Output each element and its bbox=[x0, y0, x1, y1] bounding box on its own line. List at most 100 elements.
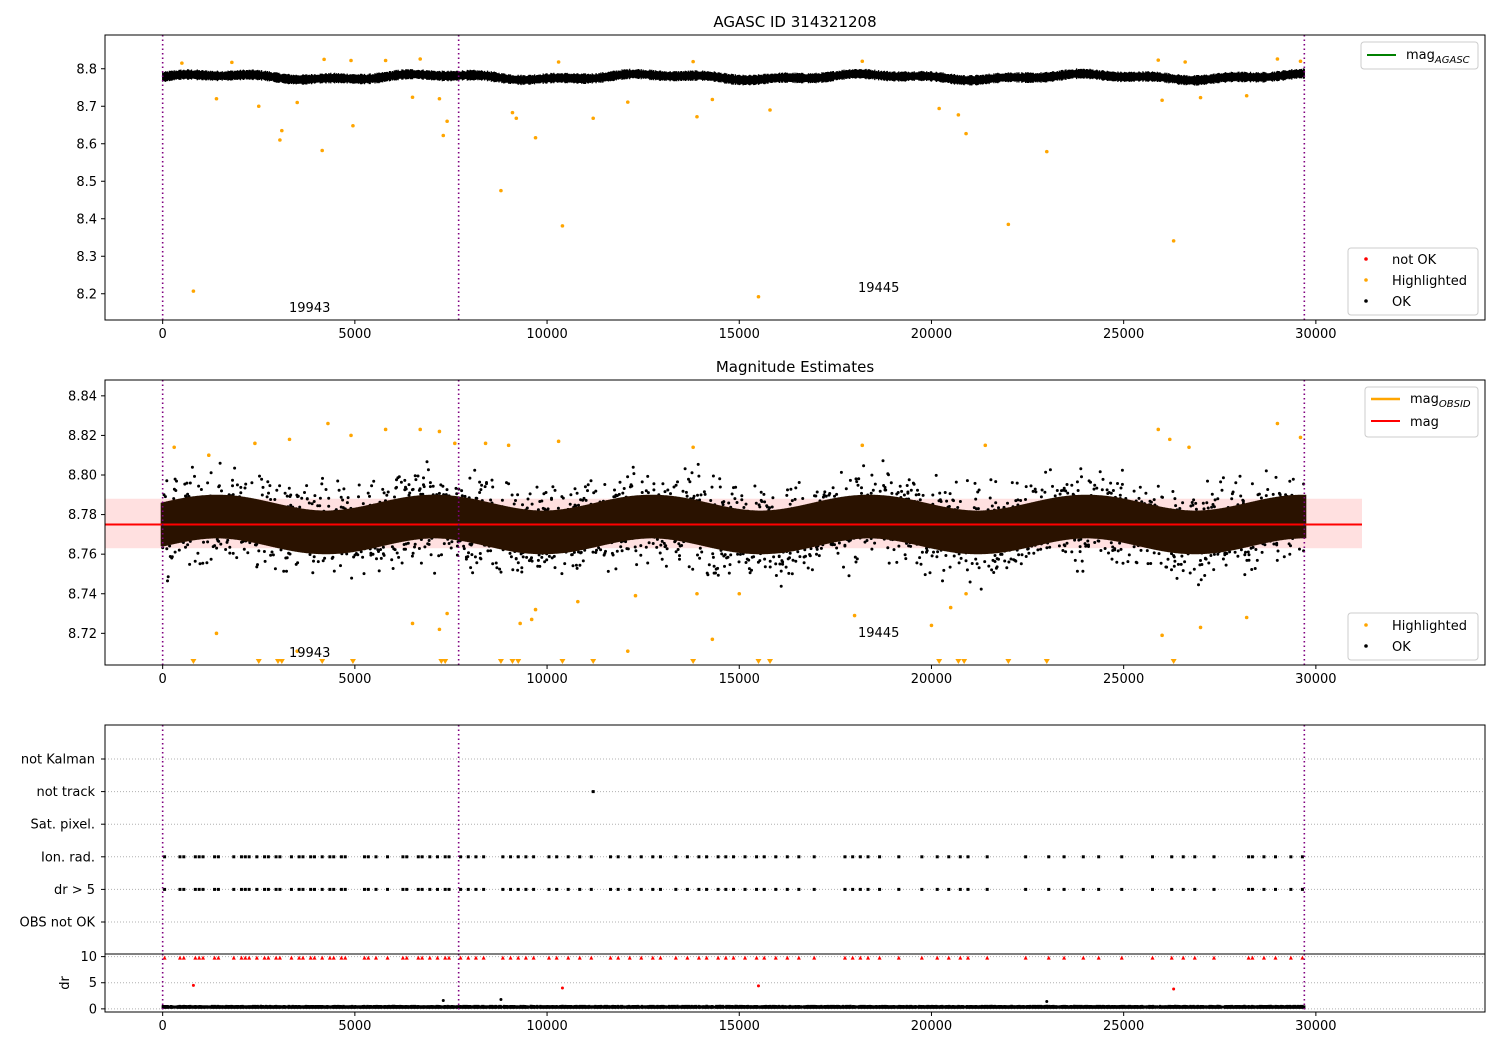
dr-capped-marker bbox=[566, 955, 571, 960]
flag-point bbox=[239, 855, 243, 859]
highlighted-point bbox=[1244, 615, 1249, 620]
offscale-marker bbox=[755, 659, 762, 664]
highlighted-point bbox=[506, 443, 511, 448]
flag-point bbox=[405, 887, 409, 891]
flag-point bbox=[182, 887, 186, 891]
highlighted-point bbox=[383, 427, 388, 432]
flag-point bbox=[1081, 887, 1085, 891]
flag-point bbox=[516, 887, 520, 891]
dr-capped-marker bbox=[1023, 955, 1028, 960]
flag-point bbox=[1247, 887, 1251, 891]
highlighted-point bbox=[518, 621, 522, 626]
dr-capped-marker bbox=[243, 955, 248, 960]
flag-category-label: dr > 5 bbox=[54, 883, 95, 898]
offscale-marker bbox=[509, 659, 516, 664]
flag-point bbox=[697, 855, 701, 859]
x-tick-label: 20000 bbox=[911, 672, 952, 687]
flag-point bbox=[362, 855, 366, 859]
dr-capped-marker bbox=[404, 955, 409, 960]
dr-capped-marker bbox=[400, 955, 405, 960]
highlighted-point bbox=[280, 128, 284, 133]
flag-point bbox=[547, 855, 551, 859]
offscale-marker bbox=[442, 659, 449, 664]
dr-capped-marker bbox=[297, 955, 302, 960]
flag-point bbox=[716, 855, 720, 859]
flag-point bbox=[193, 855, 197, 859]
legend-status-top: not OK Highlighted OK bbox=[1347, 247, 1479, 316]
highlighted-point bbox=[710, 637, 715, 642]
offscale-marker bbox=[1170, 659, 1177, 664]
dr-capped-marker bbox=[1300, 955, 1305, 960]
flag-point bbox=[405, 855, 409, 859]
flag-point bbox=[332, 887, 336, 891]
dr-capped-marker bbox=[181, 955, 186, 960]
dr-capped-marker bbox=[866, 955, 871, 960]
legend-label-highlighted-mid: Highlighted bbox=[1392, 619, 1467, 634]
highlighted-point bbox=[560, 224, 565, 228]
flag-point bbox=[1062, 855, 1066, 859]
highlighted-point bbox=[514, 116, 519, 121]
flag-point bbox=[589, 855, 593, 859]
highlighted-point bbox=[860, 59, 865, 64]
x-tick-label: 0 bbox=[159, 327, 167, 342]
flag-point bbox=[216, 855, 220, 859]
flag-point bbox=[374, 887, 378, 891]
dr-capped-marker bbox=[447, 955, 452, 960]
dr-axis-label: dr bbox=[58, 976, 73, 990]
legend-label-ok: OK bbox=[1392, 295, 1411, 310]
flag-point bbox=[459, 887, 463, 891]
dr-capped-marker bbox=[320, 955, 325, 960]
flag-point bbox=[674, 887, 678, 891]
y-tick-label: 8.76 bbox=[68, 548, 97, 563]
flag-point bbox=[466, 855, 470, 859]
x-tick-label: 10000 bbox=[526, 327, 567, 342]
flag-point bbox=[328, 887, 332, 891]
flag-point bbox=[920, 887, 924, 891]
highlighted-point bbox=[1244, 93, 1249, 98]
dr-capped-marker bbox=[262, 955, 267, 960]
x-tick-label: 20000 bbox=[911, 327, 952, 342]
flag-point bbox=[935, 855, 939, 859]
highlighted-point bbox=[441, 133, 446, 138]
flag-point bbox=[524, 855, 528, 859]
dr-capped-marker bbox=[1192, 955, 1197, 960]
flag-point bbox=[436, 887, 440, 891]
highlighted-point bbox=[437, 627, 442, 632]
dr-outlier-point bbox=[1172, 987, 1176, 991]
highlighted-point bbox=[191, 289, 196, 293]
flag-point bbox=[420, 887, 424, 891]
flag-point bbox=[812, 855, 816, 859]
flag-point bbox=[332, 855, 336, 859]
highlighted-point bbox=[1160, 98, 1164, 103]
flag-point bbox=[878, 887, 882, 891]
dr-capped-marker bbox=[201, 955, 206, 960]
flag-category-label: not Kalman bbox=[21, 753, 95, 768]
dr-capped-marker bbox=[1181, 955, 1186, 960]
flag-point bbox=[947, 887, 951, 891]
highlighted-point bbox=[1298, 435, 1303, 440]
flag-point bbox=[178, 887, 182, 891]
flag-point bbox=[1289, 887, 1293, 891]
flag-point bbox=[1170, 887, 1174, 891]
flag-point bbox=[843, 887, 847, 891]
flag-point bbox=[243, 887, 247, 891]
flag-point bbox=[1024, 855, 1028, 859]
dr-outlier-point bbox=[560, 986, 564, 990]
offscale-marker bbox=[690, 659, 697, 664]
legend-label-not-ok: not OK bbox=[1392, 253, 1437, 268]
flag-point bbox=[501, 887, 505, 891]
highlighted-point bbox=[737, 591, 742, 596]
y-tick-label: 8.74 bbox=[68, 587, 97, 602]
dr-outlier-point bbox=[441, 999, 445, 1003]
dr-capped-marker bbox=[785, 955, 790, 960]
magnitude-estimates-panel: Magnitude Estimates 19943 19445 0 5000 100… bbox=[68, 358, 1486, 687]
flag-point bbox=[639, 855, 643, 859]
flag-point bbox=[524, 887, 528, 891]
flag-point bbox=[274, 887, 278, 891]
x-tick-label: 30000 bbox=[1295, 672, 1336, 687]
highlighted-point bbox=[625, 649, 630, 653]
legend-marker-ok-mid bbox=[1364, 644, 1368, 648]
flag-point bbox=[297, 887, 301, 891]
dr-capped-marker bbox=[466, 955, 471, 960]
flag-point bbox=[532, 855, 536, 859]
